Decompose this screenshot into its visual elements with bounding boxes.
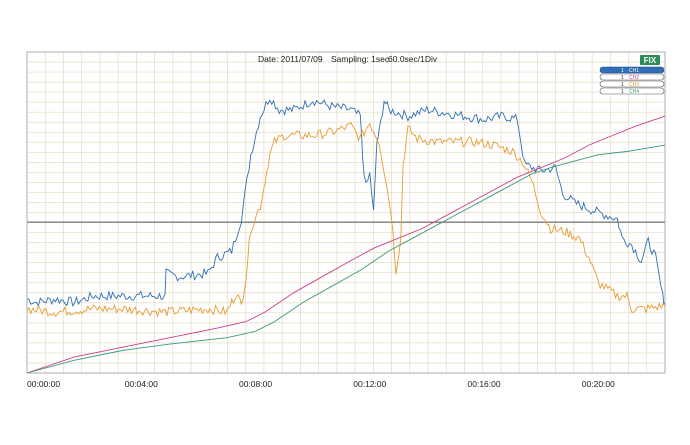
legend-number: 1 <box>621 75 624 81</box>
legend-pill <box>599 80 665 88</box>
x-axis-ticks: 00:00:00 00:04:00 00:08:00 00:12:00 00:16:00… <box>27 379 615 389</box>
legend-item-ch4[interactable]: 1 CH4 <box>599 87 665 95</box>
scale-label: 60.0sec/1Div <box>388 54 438 64</box>
legend-label: CH4 <box>629 89 639 95</box>
date-label: Date: 2011/07/09 <box>258 54 323 64</box>
x-tick-label: 00:20:00 <box>582 379 615 389</box>
legend-label: CH1 <box>629 68 639 74</box>
legend-pill <box>599 87 665 95</box>
series-line-ch4 <box>26 144 666 374</box>
sampling-label: Sampling: 1sec <box>331 54 390 64</box>
legend-pill <box>599 73 665 81</box>
x-tick-label: 00:12:00 <box>353 379 386 389</box>
grid <box>27 52 665 373</box>
fix-button-bg <box>640 55 660 65</box>
legend-number: 1 <box>621 89 624 95</box>
legend-number: 1 <box>621 68 624 74</box>
series-line-ch1 <box>26 99 666 308</box>
x-tick-label: 00:08:00 <box>239 379 272 389</box>
legend-label: CH3 <box>629 82 639 88</box>
legend-item-ch2[interactable]: 1 CH2 <box>599 73 665 81</box>
plot-frame <box>26 51 666 374</box>
channel-legend: 1 CH1 1 CH2 1 CH3 1 CH4 <box>599 66 665 95</box>
x-tick-label: 00:04:00 <box>125 379 158 389</box>
legend-item-ch3[interactable]: 1 CH3 <box>599 80 665 88</box>
legend-number: 1 <box>621 82 624 88</box>
fix-button[interactable]: FIX <box>640 55 660 65</box>
fix-button-label: FIX <box>644 56 657 65</box>
series-line-ch3 <box>26 121 666 318</box>
legend-label: CH2 <box>629 75 639 81</box>
series-group <box>26 99 666 374</box>
x-tick-label: 00:00:00 <box>27 379 60 389</box>
legend-item-ch1[interactable]: 1 CH1 <box>599 66 665 74</box>
legend-pill <box>599 66 665 74</box>
x-tick-label: 00:16:00 <box>468 379 501 389</box>
series-line-ch2 <box>26 115 666 374</box>
